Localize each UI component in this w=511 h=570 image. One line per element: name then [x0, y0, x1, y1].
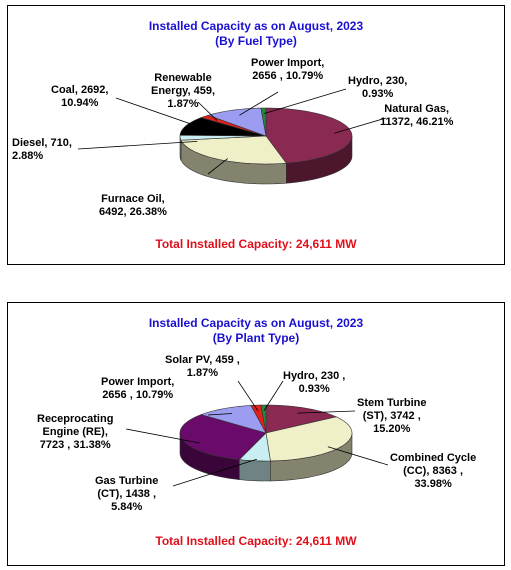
slice-label-stem-turbine: Stem Turbine (ST), 3742 , 15.20% — [357, 397, 427, 435]
slice-gas-turbine-ct — [238, 432, 271, 462]
leader-receprocating-engine-re — [125, 428, 200, 444]
total-capacity-text: Total Installed Capacity: 24,611 MW — [155, 534, 357, 548]
leader-natural-gas — [334, 117, 387, 134]
slice-label-combined-cycle: Combined Cycle (CC), 8363 , 33.98% — [390, 452, 477, 490]
slice-label-coal: Coal, 2692, 10.94% — [51, 84, 109, 109]
leader-diesel — [77, 141, 198, 150]
leader-lines — [77, 88, 387, 175]
chart-title-line: Installed Capacity as on August, 2023 — [148, 316, 364, 330]
slice-label-solar-pv: Solar PV, 459 , 1.87% — [165, 354, 240, 379]
leader-combined-cycle-cc — [327, 446, 389, 466]
slice-label-furnace-oil: Furnace Oil, 6492, 26.38% — [99, 193, 167, 218]
leader-hydro — [263, 88, 347, 114]
leader-lines — [125, 380, 389, 487]
slice-label-diesel: Diesel, 710, 2.88% — [12, 137, 72, 162]
total-capacity-text: Total Installed Capacity: 24,611 MW — [155, 237, 357, 251]
slice-label-renewable-energy: Renewable Energy, 459, 1.87% — [151, 72, 215, 110]
slice-natural-gas — [265, 107, 353, 164]
slice-power-import — [207, 107, 267, 137]
slice-label-hydro: Hydro, 230, 0.93% — [348, 75, 408, 100]
slice-label-power-import: Power Import, 2656 , 10.79% — [101, 376, 175, 401]
leader-gas-turbine-ct — [172, 458, 258, 487]
leader-power-import — [207, 413, 233, 416]
slice-label-natural-gas: Natural Gas, 11372, 46.21% — [380, 103, 454, 128]
leader-furnace-oil — [207, 158, 228, 175]
pie-tops — [179, 107, 353, 165]
chart-title-line: Installed Capacity as on August, 2023 — [148, 19, 364, 33]
slice-hydro — [260, 404, 267, 434]
fuel-type-chart-panel: Installed Capacity as on August, 2023 (B… — [7, 5, 505, 265]
plant-type-chart-panel: Installed Capacity as on August, 2023 (B… — [7, 302, 505, 566]
leader-power-import — [239, 91, 279, 116]
chart-subtitle: (By Plant Type) — [212, 331, 300, 345]
slice-coal — [179, 117, 267, 137]
slice-receprocating-engine-re — [179, 414, 267, 460]
slice-combined-cycle-cc — [265, 416, 353, 462]
chart-title: Installed Capacity as on August, 2023 (B… — [8, 316, 504, 346]
slice-side-gas-turbine-ct — [238, 459, 271, 482]
slice-label-gas-turbine: Gas Turbine (CT), 1438 , 5.84% — [95, 475, 159, 513]
slice-label-hydro: Hydro, 230 , 0.93% — [283, 370, 346, 395]
slice-hydro — [260, 107, 267, 137]
fuel-type-pie — [77, 88, 387, 185]
slice-label-power-import: Power Import, 2656 , 10.79% — [251, 57, 325, 82]
leader-coal — [115, 97, 203, 129]
leader-stem-turbine-st — [297, 410, 356, 414]
leader-renewable-energy — [197, 101, 218, 121]
leader-solar-pv — [237, 380, 259, 412]
slice-label-receprocating-engine: Receprocating Engine (RE), 7723 , 31.38% — [37, 413, 114, 451]
leader-hydro — [263, 380, 284, 411]
slice-power-import — [200, 405, 267, 434]
chart-subtitle: (By Fuel Type) — [215, 34, 297, 48]
pie-tops — [179, 404, 353, 462]
chart-title: Installed Capacity as on August, 2023 (B… — [8, 19, 504, 49]
plant-type-pie — [125, 380, 389, 487]
slice-solar-pv — [250, 404, 267, 434]
slice-furnace-oil — [180, 135, 287, 165]
